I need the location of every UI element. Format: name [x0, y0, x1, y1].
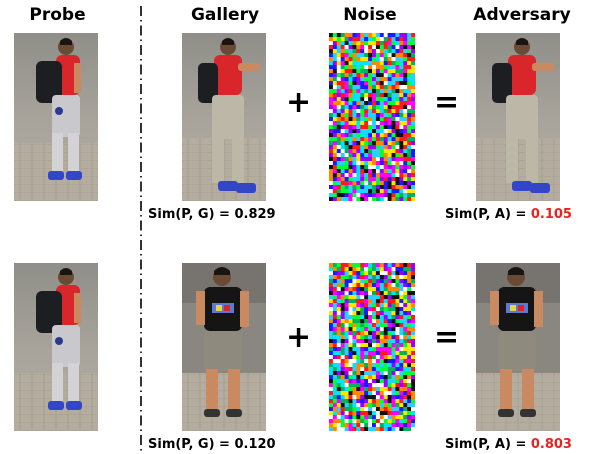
sim-pa-label: Sim(P, A) =: [445, 437, 531, 452]
plus-operator-2: +: [286, 320, 312, 355]
plus-operator-1: +: [286, 85, 312, 120]
probe-image-2: [14, 263, 98, 431]
sim-pa-2: Sim(P, A) = 0.803: [445, 437, 572, 452]
header-noise: Noise: [343, 5, 397, 25]
sim-pa-label: Sim(P, A) =: [445, 207, 531, 222]
adversary-image-2: [476, 263, 560, 431]
dash-dot-divider: [140, 6, 142, 454]
header-adversary: Adversary: [473, 5, 571, 25]
adversary-image-1: [476, 33, 560, 201]
sim-pa-value: 0.105: [530, 207, 572, 222]
sim-pg-label: Sim(P, G) =: [148, 207, 235, 222]
sim-pa-1: Sim(P, A) = 0.105: [445, 207, 572, 222]
noise-image-1: [329, 33, 415, 201]
header-gallery: Gallery: [190, 5, 260, 25]
header-probe: Probe: [29, 5, 86, 25]
sim-pg-1: Sim(P, G) = 0.829: [148, 207, 276, 222]
gallery-image-1: [182, 33, 266, 201]
equals-operator-1: =: [434, 85, 460, 120]
noise-image-2: [329, 263, 415, 431]
gallery-image-2: [182, 263, 266, 431]
sim-pg-label: Sim(P, G) =: [148, 437, 235, 452]
equals-operator-2: =: [434, 320, 460, 355]
sim-pg-value: 0.829: [234, 207, 276, 222]
probe-image-1: [14, 33, 98, 201]
sim-pg-value: 0.120: [234, 437, 276, 452]
sim-pa-value: 0.803: [530, 437, 572, 452]
sim-pg-2: Sim(P, G) = 0.120: [148, 437, 276, 452]
